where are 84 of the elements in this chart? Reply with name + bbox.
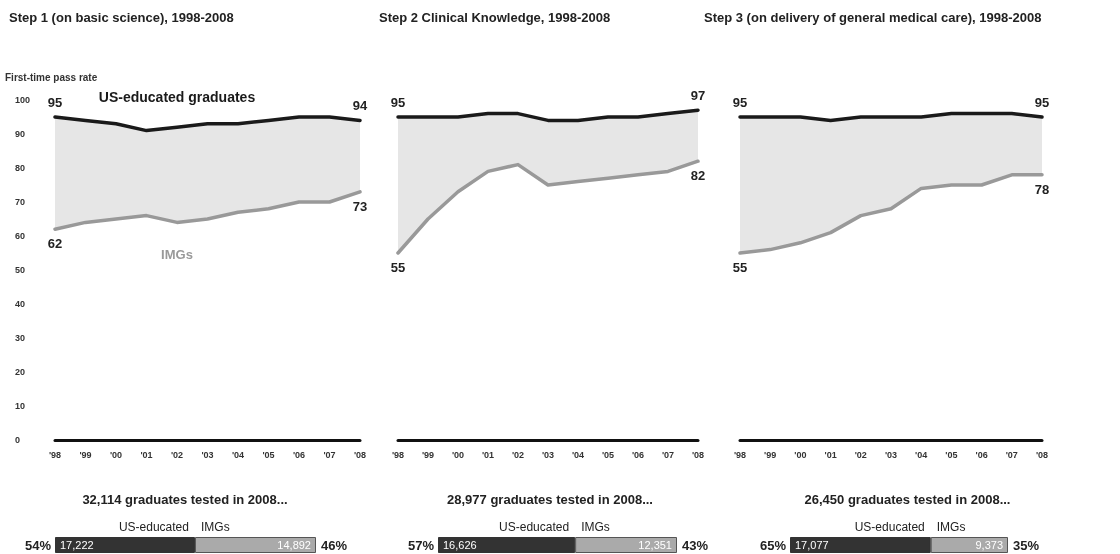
- x-tick-label: '08: [353, 449, 367, 460]
- data-label: 62: [47, 236, 63, 252]
- x-tick-label: '08: [1035, 449, 1049, 460]
- data-label: 14,892: [277, 539, 311, 551]
- y-tick-label: 60: [15, 231, 26, 241]
- x-tick-label: '01: [140, 449, 153, 460]
- data-label: 95: [732, 95, 748, 110]
- y-tick-label: 10: [15, 401, 26, 411]
- x-tick-label: '03: [884, 449, 898, 460]
- x-tick-label: '07: [1005, 449, 1018, 460]
- text: 57%: [407, 537, 435, 553]
- x-tick-label: '04: [231, 449, 245, 460]
- chart-title: Step 2 Clinical Knowledge, 1998-2008: [379, 10, 611, 25]
- data-label: 82: [690, 168, 706, 184]
- x-tick-label: '00: [451, 449, 465, 460]
- x-tick-label: '02: [511, 449, 525, 460]
- text: 65%: [759, 537, 787, 553]
- x-tick-label: '06: [975, 449, 988, 460]
- x-tick-label: '07: [323, 449, 336, 460]
- data-label: 9,373: [975, 539, 1003, 551]
- x-tick-label: '03: [201, 449, 214, 460]
- text: IMGs: [161, 246, 193, 262]
- x-tick-label: '04: [571, 449, 585, 460]
- series-label: US-educated: [499, 520, 570, 534]
- y-tick-label: 0: [15, 435, 21, 445]
- x-tick-label: '02: [854, 449, 867, 460]
- y-tick-label: 20: [15, 367, 26, 377]
- data-label: 95: [1034, 95, 1050, 110]
- y-tick-label: 50: [15, 265, 26, 275]
- line-series: [53, 115, 362, 133]
- x-tick-label: '05: [601, 449, 615, 460]
- x-tick-label: '04: [915, 449, 928, 460]
- data-label: 12,351: [638, 539, 672, 551]
- text: 35%: [1013, 537, 1040, 553]
- x-tick-label: '00: [109, 449, 123, 460]
- data-label: 17,222: [60, 539, 94, 551]
- x-tick-label: '07: [661, 449, 675, 460]
- series-label: IMGs: [200, 520, 230, 534]
- y-axis-title: First-time pass rate: [5, 71, 98, 83]
- x-tick-label: '99: [421, 449, 435, 460]
- x-tick-label: '05: [945, 449, 958, 460]
- x-tick-label: '05: [262, 449, 275, 460]
- y-tick-label: 70: [15, 197, 26, 207]
- data-label: 95: [390, 95, 406, 110]
- chart-title: 32,114 graduates tested in 2008...: [82, 492, 288, 507]
- series-label: US-educated graduates: [98, 89, 256, 106]
- series-label: US-educated: [854, 520, 925, 534]
- text: 54%: [24, 537, 52, 553]
- chart-title: Step 3 (on delivery of general medical care), 1998-2008: [704, 10, 1042, 25]
- data-label: 55: [732, 260, 748, 275]
- x-tick-label: '01: [824, 449, 837, 460]
- x-tick-label: '98: [48, 449, 62, 460]
- y-tick-label: 30: [15, 333, 26, 343]
- y-tick-label: 100: [15, 95, 31, 105]
- series-label: US-educated: [118, 520, 189, 534]
- y-tick-label: 40: [15, 299, 26, 309]
- x-tick-label: '08: [691, 449, 705, 460]
- data-label: 95: [47, 95, 63, 110]
- series-label: IMGs: [581, 520, 610, 534]
- chart-title: Step 1 (on basic science), 1998-2008: [9, 10, 234, 25]
- x-tick-label: '99: [764, 449, 777, 460]
- data-label: 73: [352, 198, 368, 214]
- text: 46%: [321, 537, 348, 553]
- chart-title: 26,450 graduates tested in 2008...: [804, 492, 1011, 507]
- series-label: IMGs: [936, 520, 966, 534]
- x-tick-label: '03: [541, 449, 555, 460]
- x-tick-label: '01: [481, 449, 495, 460]
- data-label: 17,077: [795, 539, 829, 551]
- x-tick-label: '98: [733, 449, 747, 460]
- x-tick-label: '99: [79, 449, 92, 460]
- x-tick-label: '02: [170, 449, 184, 460]
- x-tick-label: '06: [631, 449, 645, 460]
- data-label: 16,626: [443, 539, 477, 551]
- x-tick-label: '06: [292, 449, 306, 460]
- chart-title: 28,977 graduates tested in 2008...: [447, 492, 653, 507]
- y-tick-label: 90: [15, 129, 26, 139]
- x-tick-label: '00: [794, 449, 807, 460]
- data-label: 78: [1034, 181, 1050, 197]
- data-label: 97: [690, 88, 706, 104]
- y-tick-label: 80: [15, 163, 26, 173]
- data-label: 94: [352, 98, 368, 114]
- text: 43%: [682, 537, 709, 553]
- x-tick-label: '98: [391, 449, 405, 460]
- data-label: 55: [390, 260, 406, 275]
